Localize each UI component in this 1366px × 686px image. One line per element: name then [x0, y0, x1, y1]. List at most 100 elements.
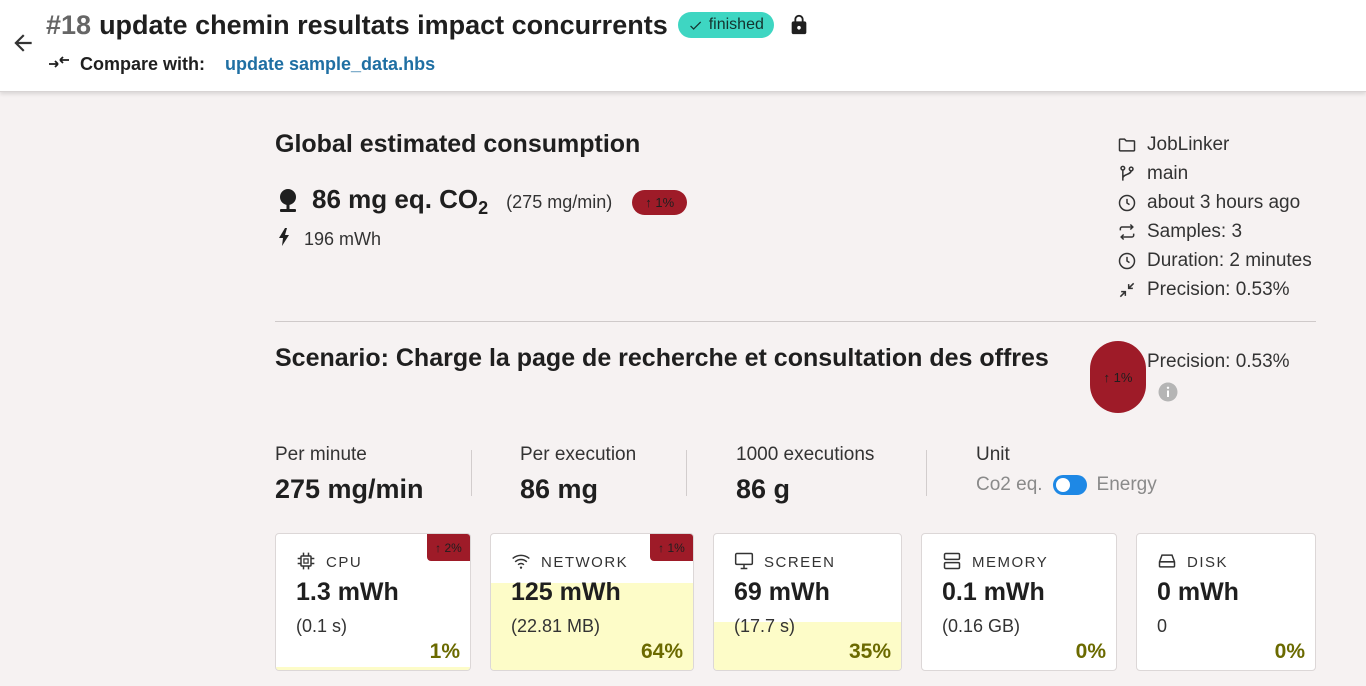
- run-title: update chemin resultats impact concurren…: [99, 9, 668, 40]
- clock-icon: [1118, 252, 1136, 269]
- git-branch-icon: [1120, 165, 1134, 181]
- lock-icon: [788, 12, 810, 38]
- card-value: 1.3 mWh: [296, 578, 399, 606]
- unit-toggle[interactable]: [1052, 475, 1087, 495]
- energy-value: 196 mWh: [304, 229, 382, 249]
- share-fill: [276, 667, 470, 670]
- card-subvalue: (17.7 s): [734, 616, 796, 636]
- card-label: NETWORK: [541, 554, 629, 571]
- run-number: #18: [46, 9, 92, 40]
- unit-selector: Unit Co2 eq. Energy: [976, 444, 1157, 496]
- compare-row: Compare with: update sample_data.hbs: [48, 52, 435, 76]
- unit-label: Unit: [976, 444, 1010, 465]
- clock-icon: [1118, 194, 1136, 211]
- unit-energy-option[interactable]: Energy: [1096, 474, 1157, 495]
- meta-precision: Precision: 0.53%: [1117, 275, 1312, 304]
- card-value: 0 mWh: [1157, 578, 1239, 606]
- disk-card[interactable]: DISK 0 mWh 0 0%: [1136, 533, 1316, 671]
- check-icon: [689, 21, 701, 30]
- status-text: finished: [708, 16, 764, 33]
- co2-value: 86 mg eq. CO2: [312, 184, 488, 219]
- card-label: SCREEN: [764, 554, 836, 571]
- global-change-badge: ↑ 1%: [632, 189, 688, 215]
- card-change-badge: ↑ 1%: [650, 534, 693, 561]
- unit-co2-option[interactable]: Co2 eq.: [976, 474, 1043, 495]
- stat-separator: [926, 450, 927, 496]
- status-badge: finished: [677, 12, 774, 38]
- card-subvalue: 0: [1157, 616, 1168, 636]
- card-percentage: 0%: [1075, 640, 1106, 663]
- wifi-icon: [512, 554, 530, 569]
- energy-row: 196 mWh: [278, 228, 381, 251]
- compare-link[interactable]: update sample_data.hbs: [225, 53, 436, 74]
- card-subvalue: (22.81 MB): [511, 616, 601, 636]
- meta-project: JobLinker: [1117, 130, 1312, 159]
- stat-separator: [471, 450, 472, 496]
- co2-subscript: 2: [478, 198, 489, 219]
- meta-branch-text: main: [1147, 162, 1189, 184]
- disk-icon: [1158, 553, 1176, 568]
- memory-card[interactable]: MEMORY 0.1 mWh (0.16 GB) 0%: [921, 533, 1117, 671]
- card-percentage: 35%: [848, 640, 891, 663]
- card-label: DISK: [1187, 554, 1229, 571]
- stat-per-minute-value: 275 mg/min: [275, 474, 424, 504]
- meta-branch: main: [1117, 159, 1312, 188]
- run-title-row: #18 update chemin resultats impact concu…: [46, 8, 810, 42]
- meta-samples-text: Samples: 3: [1147, 220, 1243, 242]
- section-divider: [275, 321, 1316, 322]
- stat-thousand-value: 86 g: [736, 474, 791, 504]
- monitor-icon: [734, 552, 754, 569]
- co2-value-text: 86 mg eq. CO: [312, 184, 479, 215]
- scenario-title: Scenario: Charge la page de recherche et…: [275, 344, 1049, 372]
- toggle-knob: [1055, 478, 1070, 492]
- card-value: 69 mWh: [734, 578, 830, 606]
- folder-icon: [1118, 137, 1136, 152]
- meta-time-text: about 3 hours ago: [1147, 191, 1301, 213]
- card-percentage: 0%: [1274, 640, 1305, 663]
- card-value: 0.1 mWh: [942, 578, 1045, 606]
- stat-thousand-executions: 1000 executions 86 g: [736, 444, 874, 505]
- meta-time: about 3 hours ago: [1117, 188, 1312, 217]
- unit-toggle-row: Co2 eq. Energy: [976, 474, 1157, 496]
- meta-duration: Duration: 2 minutes: [1117, 246, 1312, 275]
- co2-row: 86 mg eq. CO2 (275 mg/min) ↑ 1%: [276, 184, 688, 220]
- stat-thousand-label: 1000 executions: [736, 444, 875, 465]
- memory-icon: [943, 552, 961, 569]
- scenario-precision: Precision: 0.53%: [1147, 351, 1290, 372]
- page-header: #18 update chemin resultats impact concu…: [0, 0, 1366, 92]
- card-label: MEMORY: [972, 554, 1049, 571]
- meta-precision-text: Precision: 0.53%: [1147, 278, 1290, 300]
- stat-per-execution-value: 86 mg: [520, 474, 599, 504]
- screen-card[interactable]: SCREEN 69 mWh (17.7 s) 35%: [713, 533, 902, 671]
- meta-project-text: JobLinker: [1147, 133, 1230, 155]
- cpu-icon: [297, 552, 315, 569]
- bolt-icon: [278, 228, 290, 251]
- card-percentage: 64%: [640, 640, 683, 663]
- share-fill: [491, 582, 693, 670]
- stat-per-minute-label: Per minute: [275, 444, 367, 465]
- scenario-change-badge: ↑ 1%: [1090, 341, 1146, 413]
- card-subvalue: (0.16 GB): [942, 616, 1021, 636]
- co2-rate: (275 mg/min): [506, 191, 613, 212]
- compare-icon: [48, 54, 70, 75]
- cpu-card[interactable]: CPU 1.3 mWh (0.1 s) 1% ↑ 2%: [275, 533, 471, 671]
- meta-duration-text: Duration: 2 minutes: [1147, 249, 1312, 271]
- back-arrow-icon[interactable]: [10, 30, 36, 56]
- network-card[interactable]: NETWORK 125 mWh (22.81 MB) 64% ↑ 1%: [490, 533, 694, 671]
- co2-cloud-icon: [276, 186, 300, 219]
- repeat-icon: [1119, 223, 1135, 240]
- info-icon[interactable]: [1158, 382, 1178, 402]
- share-fill: [714, 622, 901, 670]
- card-change-badge: ↑ 2%: [427, 534, 470, 561]
- run-meta-list: JobLinker main about 3 hours ago Samples…: [1117, 130, 1312, 304]
- stat-per-execution: Per execution 86 mg: [520, 444, 636, 505]
- card-subvalue: (0.1 s): [296, 616, 348, 636]
- compare-label: Compare with:: [80, 53, 206, 74]
- stat-per-execution-label: Per execution: [520, 444, 637, 465]
- stat-per-minute: Per minute 275 mg/min: [275, 444, 424, 505]
- stat-separator: [686, 450, 687, 496]
- card-label: CPU: [326, 554, 363, 571]
- card-value: 125 mWh: [511, 578, 621, 606]
- meta-samples: Samples: 3: [1117, 217, 1312, 246]
- global-title: Global estimated consumption: [275, 130, 641, 158]
